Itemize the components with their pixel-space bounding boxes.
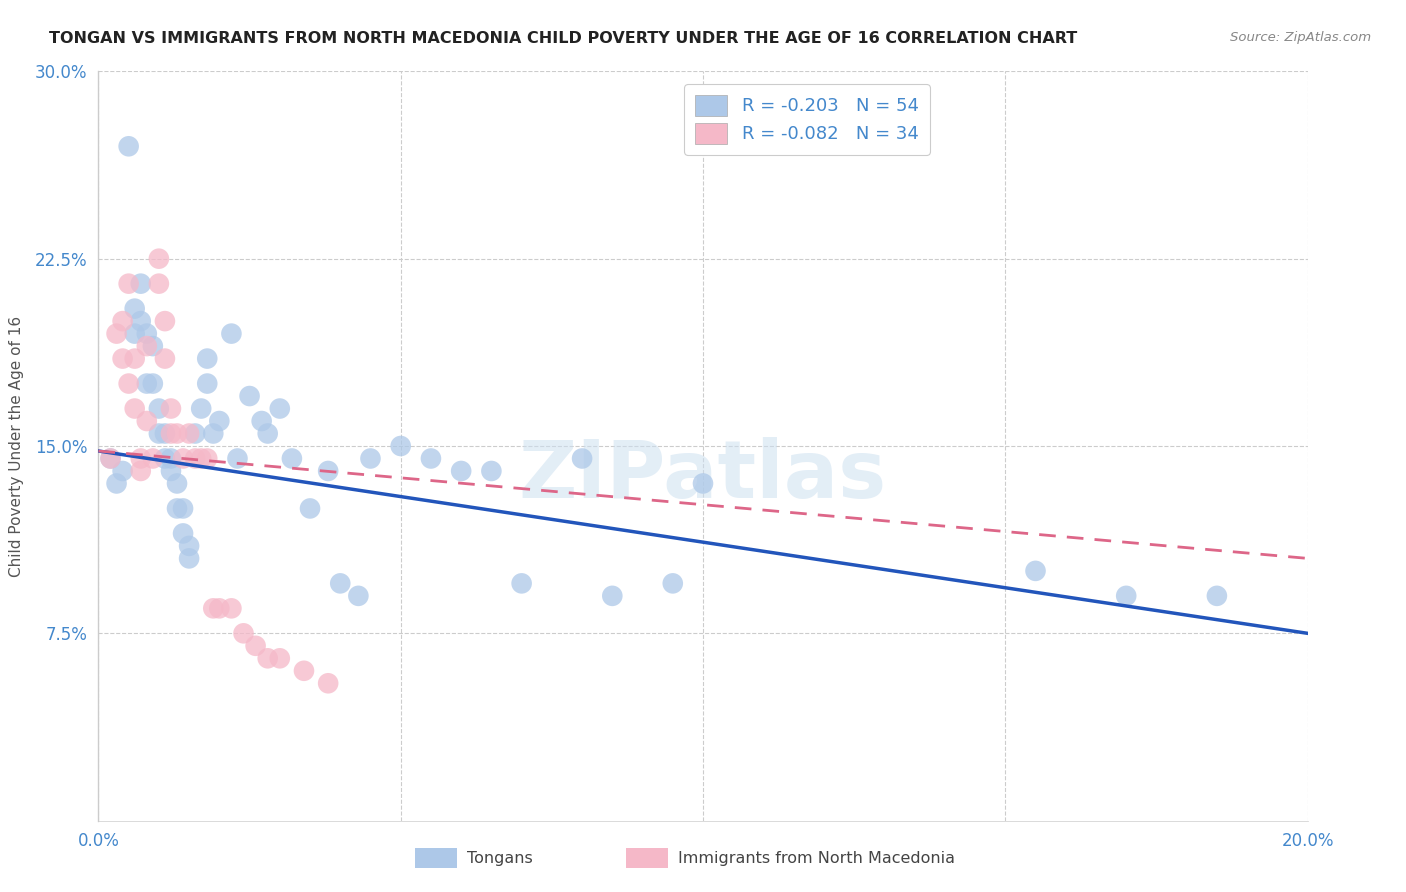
Point xyxy=(100,451,122,466)
Point xyxy=(124,301,146,316)
Point xyxy=(316,676,339,690)
Point xyxy=(232,626,254,640)
Point xyxy=(420,451,443,466)
Point xyxy=(142,376,165,391)
Point xyxy=(111,314,134,328)
Point xyxy=(184,451,207,466)
Point xyxy=(1115,589,1137,603)
Point xyxy=(118,376,141,391)
Point xyxy=(148,277,170,291)
Point xyxy=(602,589,624,603)
Point xyxy=(221,601,243,615)
Point xyxy=(269,401,291,416)
Point xyxy=(172,451,194,466)
Point xyxy=(166,476,188,491)
Point xyxy=(135,376,157,391)
Point xyxy=(124,326,146,341)
Point xyxy=(148,401,170,416)
Point xyxy=(135,326,157,341)
Point xyxy=(166,426,188,441)
Point xyxy=(256,651,278,665)
Point xyxy=(1206,589,1229,603)
Point xyxy=(166,501,188,516)
Point xyxy=(281,451,304,466)
Point xyxy=(184,426,207,441)
Point xyxy=(179,539,201,553)
Point xyxy=(692,476,714,491)
Point xyxy=(153,426,176,441)
Point xyxy=(389,439,412,453)
Point xyxy=(135,414,157,428)
Point xyxy=(179,551,201,566)
Point xyxy=(1024,564,1046,578)
Point xyxy=(124,351,146,366)
Point xyxy=(129,277,152,291)
Point xyxy=(221,326,243,341)
Point xyxy=(347,589,370,603)
Text: TONGAN VS IMMIGRANTS FROM NORTH MACEDONIA CHILD POVERTY UNDER THE AGE OF 16 CORR: TONGAN VS IMMIGRANTS FROM NORTH MACEDONI… xyxy=(49,31,1077,46)
Point xyxy=(160,401,183,416)
Point xyxy=(195,351,218,366)
Point xyxy=(299,501,322,516)
Point xyxy=(208,601,231,615)
Point xyxy=(360,451,382,466)
Point xyxy=(160,464,183,478)
Point xyxy=(118,139,141,153)
Point xyxy=(179,426,201,441)
Point xyxy=(190,451,212,466)
Point xyxy=(208,414,231,428)
Point xyxy=(111,464,134,478)
Point xyxy=(160,451,183,466)
Point xyxy=(269,651,291,665)
Text: ZIPatlas: ZIPatlas xyxy=(519,437,887,515)
Point xyxy=(226,451,249,466)
Legend: R = -0.203   N = 54, R = -0.082   N = 34: R = -0.203 N = 54, R = -0.082 N = 34 xyxy=(685,84,929,154)
Point xyxy=(142,451,165,466)
Text: Source: ZipAtlas.com: Source: ZipAtlas.com xyxy=(1230,31,1371,45)
Point xyxy=(153,351,176,366)
Point xyxy=(202,426,225,441)
Point xyxy=(450,464,472,478)
Point xyxy=(202,601,225,615)
Text: Tongans: Tongans xyxy=(467,851,533,865)
Point xyxy=(129,464,152,478)
Point xyxy=(239,389,262,403)
Point xyxy=(172,526,194,541)
Point xyxy=(172,501,194,516)
Point xyxy=(142,339,165,353)
Point xyxy=(195,376,218,391)
Point xyxy=(100,451,122,466)
Point xyxy=(245,639,267,653)
Point xyxy=(481,464,503,478)
Point xyxy=(292,664,315,678)
Y-axis label: Child Poverty Under the Age of 16: Child Poverty Under the Age of 16 xyxy=(8,316,24,576)
Point xyxy=(105,326,128,341)
Point xyxy=(195,451,218,466)
Point xyxy=(329,576,352,591)
Point xyxy=(250,414,273,428)
Point xyxy=(124,401,146,416)
Point xyxy=(135,339,157,353)
Point xyxy=(256,426,278,441)
Point xyxy=(661,576,683,591)
Point xyxy=(105,476,128,491)
Point xyxy=(148,426,170,441)
Point xyxy=(571,451,593,466)
Point xyxy=(148,252,170,266)
Point xyxy=(153,314,176,328)
Point xyxy=(160,426,183,441)
Point xyxy=(118,277,141,291)
Point xyxy=(153,451,176,466)
Point xyxy=(190,401,212,416)
Point xyxy=(129,451,152,466)
Point xyxy=(316,464,339,478)
Point xyxy=(129,314,152,328)
Point xyxy=(510,576,533,591)
Point xyxy=(111,351,134,366)
Text: Immigrants from North Macedonia: Immigrants from North Macedonia xyxy=(678,851,955,865)
